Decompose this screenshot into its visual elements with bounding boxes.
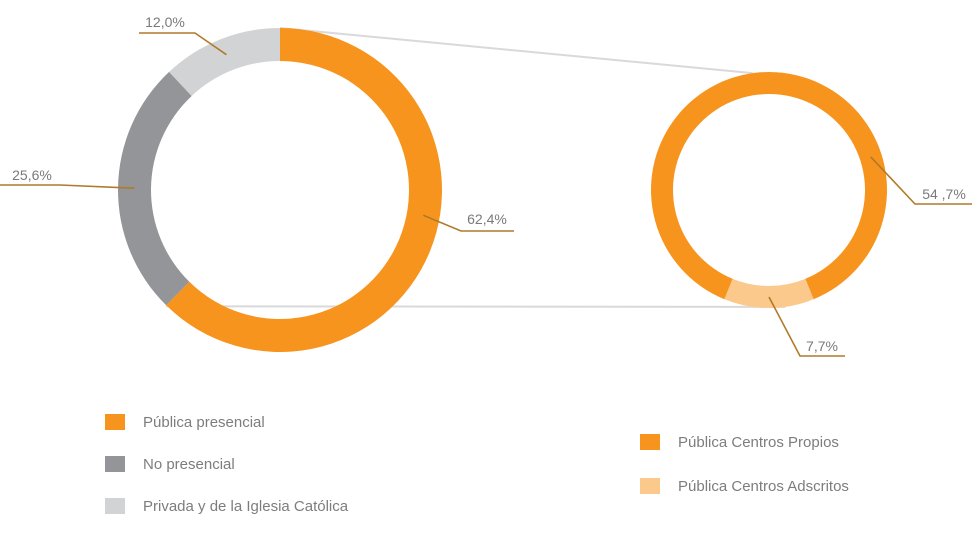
main-legend-item-publica-presencial: Pública presencial bbox=[105, 412, 348, 432]
label-no-presencial: 25,6% bbox=[12, 167, 52, 183]
legend-swatch bbox=[640, 434, 660, 450]
label-publica-centros-adscritos: 7,7% bbox=[806, 338, 838, 354]
zoom-connector-lines bbox=[166, 27, 786, 308]
label-privada-y-de-la-iglesia-catolica: 12,0% bbox=[145, 14, 185, 30]
data-labels: 62,4% 25,6% 12,0% 54 ,7% 7,7% bbox=[12, 14, 966, 354]
label-publica-centros-adscritos-leader bbox=[768, 296, 845, 357]
connector-line-top bbox=[279, 27, 753, 75]
label-publica-centros-propios: 54 ,7% bbox=[922, 186, 966, 202]
legend-swatch bbox=[105, 498, 125, 514]
legend-swatch bbox=[640, 478, 660, 494]
label-publica-presencial-leader bbox=[422, 214, 514, 232]
legend-label: Privada y de la Iglesia Católica bbox=[143, 497, 349, 515]
label-leader-lines bbox=[0, 32, 972, 357]
main-slice-publica-presencial bbox=[166, 28, 443, 352]
main-slice-no-presencial bbox=[117, 71, 192, 306]
label-no-presencial-leader bbox=[0, 184, 135, 189]
legend-label: Pública Centros Adscritos bbox=[678, 477, 849, 495]
label-publica-presencial: 62,4% bbox=[467, 211, 507, 227]
legend-label: Pública Centros Propios bbox=[678, 433, 839, 451]
detail-legend-item-publica-centros-propios: Pública Centros Propios bbox=[640, 432, 849, 452]
detail-donut-chart bbox=[650, 72, 888, 308]
legend-label: No presencial bbox=[143, 455, 235, 473]
detail-legend-item-publica-centros-adscritos: Pública Centros Adscritos bbox=[640, 476, 849, 496]
label-publica-centros-propios-leader bbox=[870, 156, 972, 205]
legend-swatch bbox=[105, 414, 125, 430]
main-legend-item-privada-y-de-la-iglesia-catolica: Privada y de la Iglesia Católica bbox=[105, 496, 348, 516]
detail-slice-publica-centros-propios bbox=[650, 72, 888, 300]
main-legend: Pública presencial No presencial Privada y… bbox=[105, 412, 348, 538]
main-slice-privada-y-de-la-iglesia-catolica bbox=[169, 28, 280, 96]
legend-label: Pública presencial bbox=[143, 413, 265, 431]
chart-canvas: 62,4% 25,6% 12,0% 54 ,7% 7,7% bbox=[0, 14, 972, 357]
main-legend-item-no-presencial: No presencial bbox=[105, 454, 348, 474]
legend-swatch bbox=[105, 456, 125, 472]
detail-slice-publica-centros-adscritos bbox=[724, 278, 814, 308]
connector-line-bottom bbox=[166, 305, 786, 308]
detail-legend: Pública Centros Propios Pública Centros A… bbox=[640, 432, 849, 520]
main-donut-chart bbox=[117, 28, 443, 352]
label-privada-y-de-la-iglesia-catolica-leader bbox=[139, 32, 227, 56]
